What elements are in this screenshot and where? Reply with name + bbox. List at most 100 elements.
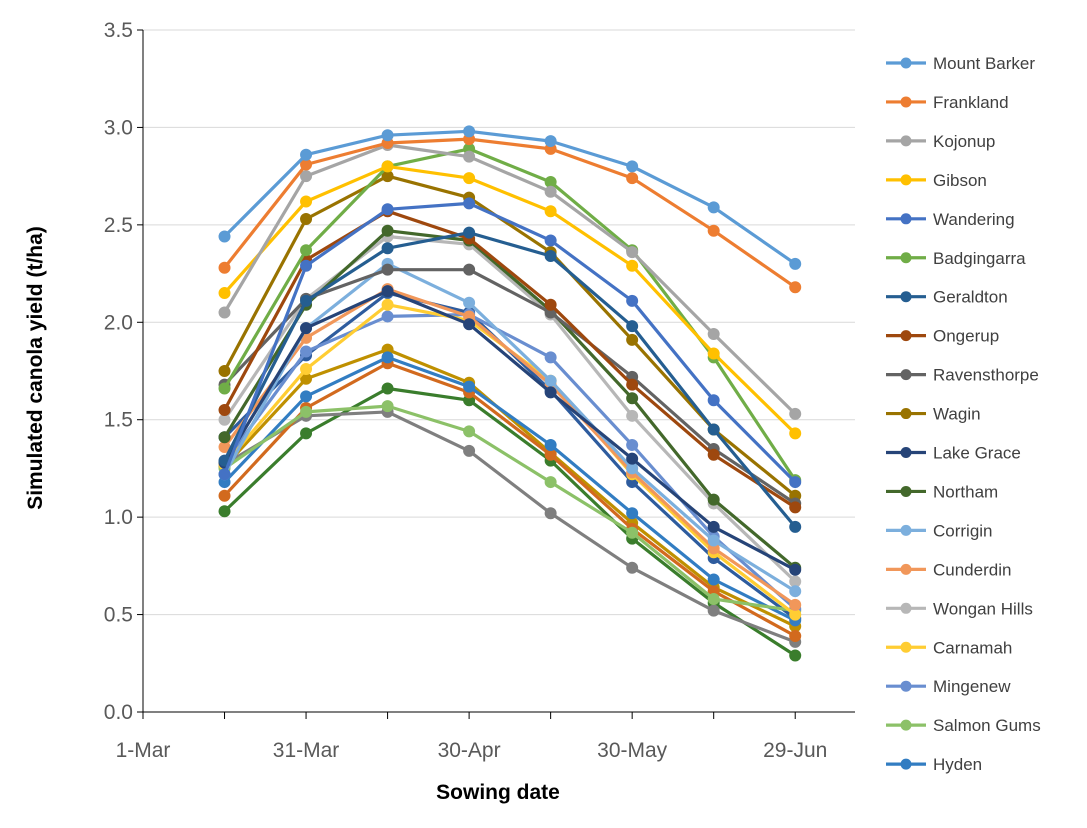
y-tick-label: 3.5: [104, 19, 133, 42]
data-point: [381, 400, 394, 413]
legend-item: Lake Grace: [886, 444, 1021, 463]
y-tick-label: 1.0: [104, 506, 133, 529]
x-tick-label: 30-Apr: [438, 739, 501, 762]
series-line: [223, 386, 797, 657]
legend-swatch-marker: [900, 485, 912, 497]
data-point: [789, 257, 802, 270]
data-point: [626, 507, 639, 520]
data-point: [544, 205, 557, 218]
data-point: [300, 322, 313, 335]
legend-item: Kojonup: [886, 132, 995, 151]
data-point: [707, 592, 720, 605]
legend-label: Hyden: [933, 755, 982, 774]
legend-item: Corrigin: [886, 521, 993, 540]
data-point: [300, 405, 313, 418]
x-tick-label: 29-Jun: [763, 739, 827, 762]
data-point: [218, 287, 231, 300]
data-point: [300, 390, 313, 403]
legend-label: Wagin: [933, 405, 981, 424]
series-line: [223, 129, 797, 266]
legend-label: Badgingarra: [933, 249, 1026, 268]
data-point: [789, 476, 802, 489]
legend-swatch-marker: [900, 447, 912, 458]
data-point: [707, 573, 720, 586]
data-point: [381, 242, 394, 255]
data-point: [381, 310, 394, 323]
data-point: [300, 213, 313, 226]
series-wandering: [218, 197, 802, 489]
x-axis-title: Sowing date: [436, 781, 560, 804]
data-point: [544, 234, 557, 247]
data-point: [463, 150, 476, 163]
series-kojonup: [218, 138, 802, 420]
y-tick-label: 2.5: [104, 214, 133, 237]
legend-label: Gibson: [933, 171, 987, 190]
legend-item: Wandering: [886, 210, 1015, 229]
data-point: [218, 468, 231, 481]
data-point: [381, 160, 394, 173]
data-point: [544, 439, 557, 452]
legend-swatch-marker: [900, 57, 912, 69]
y-tick-label: 0.0: [104, 701, 133, 724]
legend-item: Geraldton: [886, 288, 1008, 307]
series-line: [223, 201, 797, 484]
data-point: [463, 226, 476, 239]
legend-swatch-marker: [900, 408, 912, 420]
data-point: [626, 172, 639, 185]
legend-label: Lake Grace: [933, 444, 1021, 463]
data-point: [789, 563, 802, 576]
data-point: [218, 382, 231, 395]
y-axis-title: Simulated canola yield (t/ha): [24, 226, 47, 510]
data-point: [626, 409, 639, 422]
legend-label: Wongan Hills: [933, 599, 1033, 618]
legend-swatch-marker: [900, 330, 912, 342]
legend-item: Northam: [886, 482, 998, 501]
legend-swatch-marker: [900, 524, 912, 536]
data-point: [544, 135, 557, 148]
legend: Mount Barker Frankland Kojonup Gibson Wander…: [886, 54, 1041, 774]
y-tick-label: 1.5: [104, 409, 133, 432]
data-point: [626, 333, 639, 346]
data-point: [789, 281, 802, 294]
series-line: [223, 143, 797, 416]
legend-label: Geraldton: [933, 288, 1008, 307]
data-point: [463, 380, 476, 393]
data-point: [707, 224, 720, 237]
y-tick-label: 3.0: [104, 116, 133, 139]
data-point: [463, 318, 476, 331]
data-point: [381, 351, 394, 364]
series-line: [223, 209, 797, 509]
data-point: [707, 448, 720, 461]
legend-item: Badgingarra: [886, 249, 1026, 268]
series-line: [223, 289, 796, 572]
data-point: [463, 296, 476, 309]
x-tick-label: 1-Mar: [116, 739, 171, 762]
data-point: [789, 520, 802, 533]
data-point: [381, 382, 394, 395]
legend-item: Ongerup: [886, 327, 999, 346]
series-line: [223, 404, 796, 613]
legend-item: Wongan Hills: [886, 599, 1033, 618]
legend-label: Mount Barker: [933, 54, 1035, 73]
data-point: [626, 378, 639, 391]
legend-label: Ongerup: [933, 327, 999, 346]
legend-item: Gibson: [886, 171, 987, 190]
series-line: [223, 231, 797, 528]
data-point: [707, 604, 720, 617]
data-point: [626, 561, 639, 574]
series-line: [223, 361, 796, 638]
legend-label: Cunderdin: [933, 560, 1011, 579]
legend-item: Mingenew: [886, 677, 1011, 696]
legend-label: Carnamah: [933, 638, 1012, 657]
legend-label: Ravensthorpe: [933, 366, 1039, 385]
legend-label: Wandering: [933, 210, 1015, 229]
legend-label: Frankland: [933, 93, 1009, 112]
data-point: [300, 244, 313, 257]
data-point: [707, 327, 720, 340]
legend-item: Cunderdin: [886, 560, 1011, 579]
legend-label: Northam: [933, 482, 998, 501]
legend-item: Mount Barker: [886, 54, 1035, 73]
data-point: [218, 403, 231, 416]
legend-label: Corrigin: [933, 521, 993, 540]
